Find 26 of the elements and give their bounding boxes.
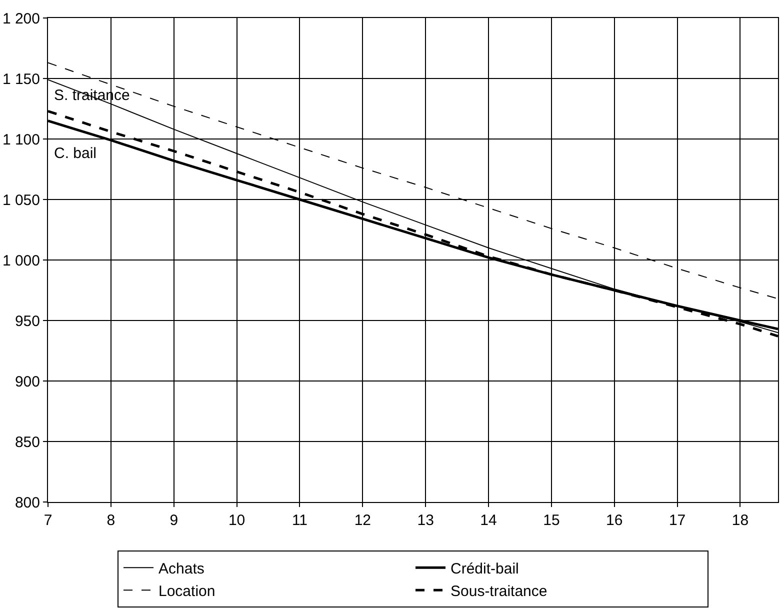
x-tick-label: 16	[606, 512, 623, 529]
x-tick-label: 7	[44, 512, 52, 529]
x-tick-label: 12	[354, 512, 372, 529]
y-tick-label: 950	[14, 312, 40, 330]
y-tick-label: 1 050	[2, 192, 40, 209]
legend-label: Sous-traitance	[450, 583, 548, 600]
x-tick-label: 9	[170, 512, 178, 529]
x-tick-label: 11	[292, 512, 308, 529]
legend-label: Achats	[158, 560, 204, 578]
y-tick-label: 800	[14, 494, 40, 512]
x-tick-label: 13	[417, 512, 434, 529]
legend-label: Location	[158, 583, 216, 600]
x-tick-label: 15	[543, 512, 560, 529]
y-tick-label: 850	[14, 434, 40, 451]
y-tick-label: 1 000	[2, 252, 40, 270]
annotation: C. bail	[54, 145, 97, 162]
y-tick-label: 1 100	[2, 131, 40, 148]
x-tick-label: 14	[480, 512, 497, 529]
x-tick-label: 18	[732, 512, 749, 529]
x-tick-label: 17	[668, 512, 686, 529]
y-tick-label: 1 200	[2, 10, 40, 28]
legend-label: Crédit-bail	[450, 560, 519, 578]
y-tick-label: 900	[14, 373, 40, 390]
y-tick-label: 1 150	[2, 70, 40, 88]
x-tick-label: 10	[228, 512, 246, 529]
x-tick-label: 8	[106, 512, 116, 529]
